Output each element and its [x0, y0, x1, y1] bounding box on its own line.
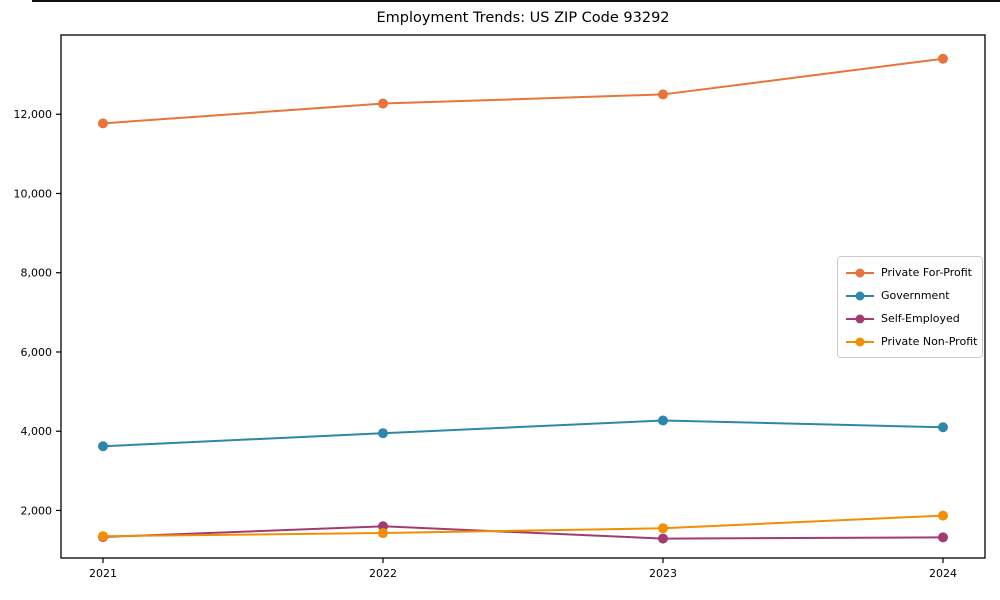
series-line-private-for-profit [102, 57, 944, 125]
window-top-edge [32, 0, 1000, 2]
data-point-private-non-profit [98, 531, 108, 542]
y-axis-tick-label: 4,000 [21, 425, 53, 438]
legend: Private For-Profit Government Self-Emplo… [837, 256, 983, 358]
y-axis-tick-label: 6,000 [21, 346, 53, 359]
chart-title: Employment Trends: US ZIP Code 93292 [376, 10, 670, 26]
y-axis-tick-label: 10,000 [14, 187, 53, 200]
y-axis-tick-label: 2,000 [21, 504, 53, 517]
data-point-private-non-profit [658, 523, 668, 534]
data-point-private-for-profit [938, 53, 948, 64]
data-point-government [938, 422, 948, 433]
x-axis-tick-label: 2022 [369, 567, 397, 580]
y-axis-tick-label: 12,000 [14, 108, 53, 121]
series-line-private-non-profit [102, 514, 944, 538]
data-point-self-employed [658, 533, 668, 544]
x-axis-tick-label: 2021 [89, 567, 117, 580]
legend-label: Self-Employed [881, 312, 960, 325]
legend-item-self-employed: Self-Employed [845, 310, 975, 327]
data-point-private-for-profit [378, 98, 388, 109]
data-point-government [658, 415, 668, 426]
series-line-self-employed [102, 525, 944, 540]
data-point-private-for-profit [658, 89, 668, 100]
data-point-self-employed [938, 532, 948, 543]
plot-border [60, 34, 986, 559]
x-axis-tick-label: 2023 [649, 567, 677, 580]
line-marker-icon [846, 314, 874, 323]
series-line-government [102, 419, 944, 448]
legend-label: Government [881, 289, 950, 302]
data-point-government [378, 428, 388, 439]
data-point-private-for-profit [98, 118, 108, 129]
x-axis-tick-label: 2024 [929, 567, 957, 580]
line-marker-icon [846, 268, 874, 277]
y-axis-tick-label: 8,000 [21, 267, 53, 280]
data-point-private-non-profit [938, 510, 948, 521]
data-point-government [98, 441, 108, 452]
legend-item-private-for-profit: Private For-Profit [845, 264, 975, 281]
legend-item-private-non-profit: Private Non-Profit [845, 333, 978, 350]
legend-label: Private Non-Profit [881, 335, 978, 348]
legend-item-government: Government [845, 287, 975, 304]
legend-label: Private For-Profit [881, 266, 972, 279]
data-point-private-non-profit [378, 528, 388, 539]
line-marker-icon [846, 337, 874, 346]
line-marker-icon [846, 291, 874, 300]
